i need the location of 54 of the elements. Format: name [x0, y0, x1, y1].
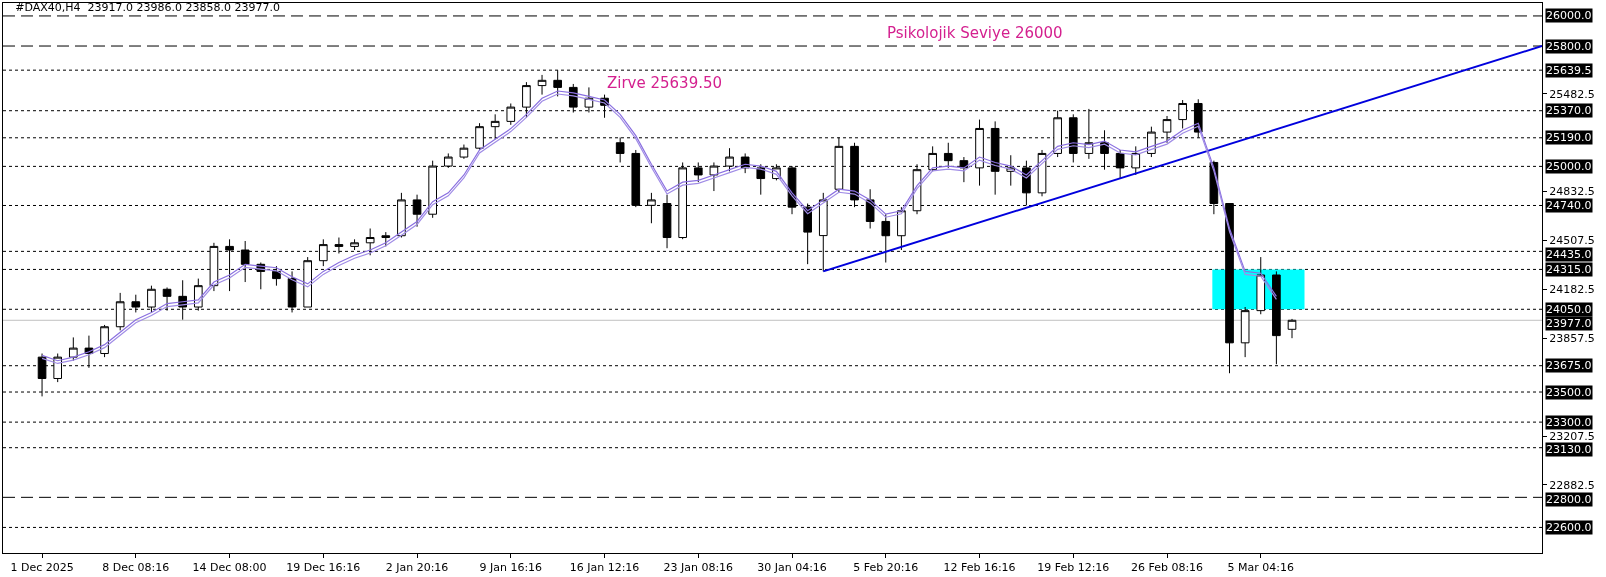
candlestick — [943, 142, 953, 169]
ref-line-label: 24315.0 — [1546, 263, 1592, 276]
y-tick-label: 22882.5 — [1549, 478, 1595, 492]
ref-line-label: 25370.0 — [1546, 104, 1592, 117]
x-tick-label: 2 Jan 20:16 — [385, 561, 449, 575]
x-tick-label: 26 Feb 08:16 — [1130, 561, 1204, 575]
x-tick-label: 1 Dec 2025 — [10, 561, 74, 575]
ref-line-label: 24740.0 — [1546, 199, 1592, 212]
x-tick-label: 16 Jan 12:16 — [569, 561, 640, 575]
ref-line-label: 23977.0 — [1546, 317, 1592, 330]
x-tick-label: 5 Mar 04:16 — [1227, 561, 1294, 575]
x-tick-label: 5 Feb 20:16 — [853, 561, 919, 575]
candlestick — [381, 231, 391, 247]
x-tick-label: 19 Feb 12:16 — [1037, 561, 1110, 575]
candlestick — [975, 119, 984, 187]
ref-line-label: 23675.0 — [1546, 359, 1592, 372]
ref-line-label: 22800.0 — [1546, 493, 1592, 506]
y-tick-label: 23857.5 — [1549, 332, 1595, 346]
x-tick-label: 12 Feb 16:16 — [943, 561, 1016, 575]
candlestick — [662, 194, 672, 249]
ref-line-label: 25639.5 — [1546, 64, 1592, 77]
candlestick — [350, 238, 359, 251]
candlestick — [1287, 318, 1297, 339]
ref-line-label: 23130.0 — [1546, 443, 1592, 456]
candlestick — [537, 74, 547, 96]
candlestick — [459, 144, 469, 160]
ref-line-label: 25000.0 — [1546, 160, 1592, 173]
y-tick-label: 25482.5 — [1549, 87, 1595, 101]
y-tick-label: 24832.5 — [1549, 185, 1595, 199]
x-tick-label: 23 Jan 08:16 — [663, 561, 734, 575]
x-tick-label: 9 Jan 16:16 — [479, 561, 543, 575]
ref-line-label: 24435.0 — [1546, 248, 1592, 261]
ref-line-label: 25800.0 — [1546, 40, 1592, 53]
candlestick — [881, 213, 891, 263]
annotation: Zirve 25639.50 — [607, 74, 723, 92]
y-tick-label: 24507.5 — [1549, 234, 1595, 248]
candlestick — [897, 206, 906, 251]
candlestick — [68, 336, 78, 362]
chart-title: #DAX40,H4 23917.0 23986.0 23858.0 23977.0 — [15, 0, 281, 14]
ref-line-label: 24050.0 — [1546, 303, 1592, 316]
ref-line-label: 26000.0 — [1546, 9, 1592, 22]
x-tick-label: 30 Jan 04:16 — [757, 561, 827, 575]
x-tick-label: 19 Dec 16:16 — [286, 561, 361, 575]
candlestick — [1053, 110, 1062, 158]
ref-line-label: 25190.0 — [1546, 131, 1592, 144]
x-tick-label: 8 Dec 08:16 — [102, 561, 170, 575]
y-tick-label: 24182.5 — [1549, 283, 1595, 297]
ref-line-label: 22600.0 — [1546, 521, 1592, 534]
y-tick-label: 23207.5 — [1549, 429, 1595, 443]
candlestick — [756, 163, 766, 196]
annotation: Psikolojik Seviye 26000 — [887, 24, 1063, 42]
ref-line-label: 23300.0 — [1546, 416, 1592, 429]
x-tick-label: 14 Dec 08:00 — [192, 561, 267, 575]
ref-line-label: 23500.0 — [1546, 386, 1592, 399]
